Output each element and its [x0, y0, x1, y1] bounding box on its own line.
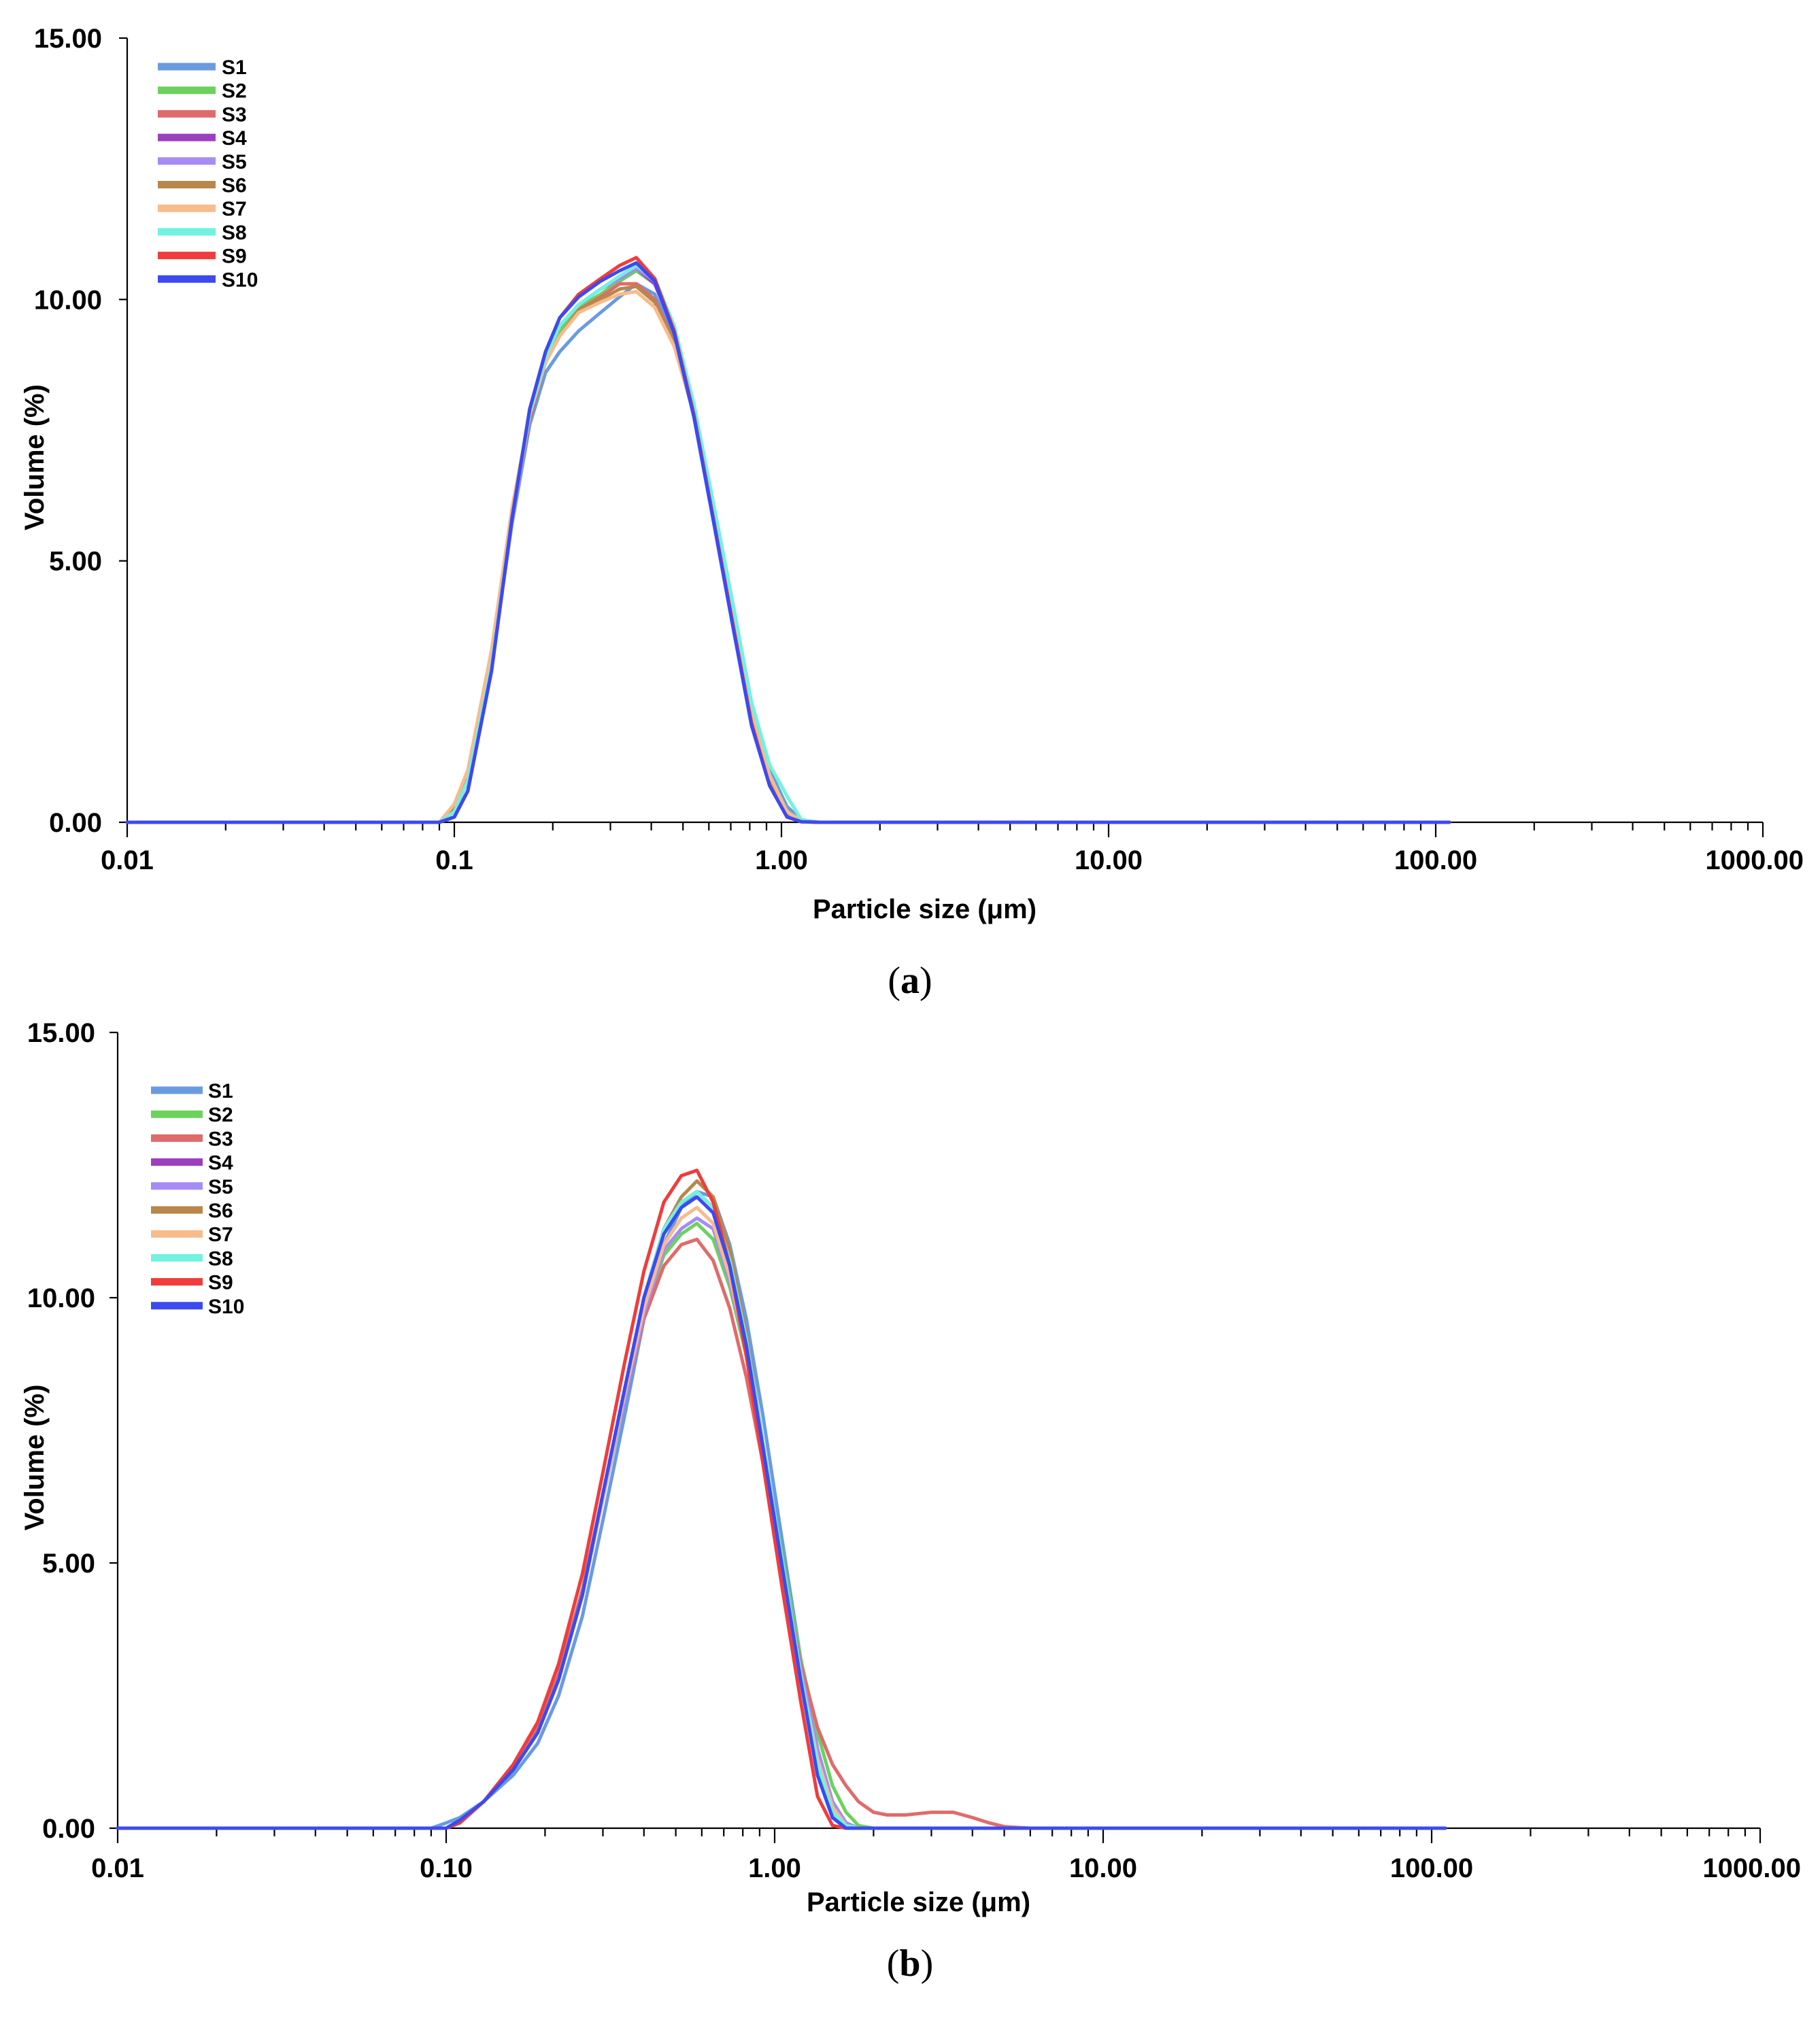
x-tick-label: 0.10 — [420, 1853, 473, 1883]
legend-label: S6 — [222, 175, 247, 197]
y-tick-label: 10.00 — [34, 285, 102, 315]
legend-label: S2 — [208, 1104, 233, 1126]
x-tick-label: 1000.00 — [1702, 1853, 1801, 1883]
y-tick-label: 0.00 — [42, 1814, 95, 1844]
x-tick-label: 1.00 — [748, 1853, 801, 1883]
legend-label: S4 — [208, 1152, 233, 1175]
y-tick-label: 10.00 — [27, 1283, 95, 1313]
legend-label: S1 — [208, 1080, 233, 1102]
legend-label: S10 — [222, 269, 258, 291]
y-tick-label: 5.00 — [42, 1549, 95, 1579]
legend-label: S9 — [222, 246, 247, 268]
legend-label: S9 — [208, 1272, 233, 1294]
legend-label: S6 — [208, 1200, 233, 1222]
y-axis-title: Volume (%) — [20, 384, 50, 531]
legend-label: S5 — [208, 1176, 233, 1198]
chart-panel-a: 0.00 5.00 10.00 15.00 0.01 0.1 1.00 10.00 100.00… — [20, 24, 1804, 1002]
x-tick-label: 10.00 — [1069, 1853, 1137, 1883]
y-tick-label: 15.00 — [27, 1018, 95, 1048]
x-tick-label: 0.01 — [91, 1853, 144, 1883]
x-tick-label: 1000.00 — [1705, 845, 1804, 875]
legend-label: S7 — [222, 198, 247, 220]
y-axis-title: Volume (%) — [20, 1385, 50, 1531]
legend-label: S5 — [222, 151, 247, 173]
x-tick-label: 100.00 — [1390, 1853, 1473, 1883]
y-tick-label: 0.00 — [49, 808, 102, 838]
series-line-s7 — [125, 290, 1451, 824]
series-line-s10 — [116, 1195, 1447, 1830]
legend-label: S10 — [208, 1296, 244, 1318]
chart-panel-b: 0.00 5.00 10.00 15.00 0.01 0.10 1.00 10.00 100.0… — [20, 1018, 1801, 1985]
legend-label: S3 — [222, 103, 247, 126]
x-tick-label: 10.00 — [1075, 845, 1143, 875]
legend-label: S1 — [222, 56, 247, 79]
legend-label: S2 — [222, 80, 247, 103]
x-tick-label: 0.1 — [435, 845, 473, 875]
legend-label: S8 — [208, 1247, 233, 1270]
legend-label: S8 — [222, 222, 247, 244]
y-tick-label: 5.00 — [49, 547, 102, 577]
x-axis-title: Particle size (μm) — [813, 894, 1037, 924]
legend-label: S4 — [222, 127, 247, 150]
legend-label: S7 — [208, 1224, 233, 1246]
x-axis-title: Particle size (μm) — [807, 1887, 1030, 1917]
x-tick-label: 1.00 — [755, 845, 808, 875]
panel-label: (b) — [887, 1942, 933, 1985]
legend-label: S3 — [208, 1128, 233, 1150]
panel-label: (a) — [888, 960, 932, 1002]
y-tick-label: 15.00 — [34, 24, 102, 54]
panel-letter: b — [899, 1942, 920, 1985]
panel-letter: a — [900, 960, 920, 1002]
series-line-s10 — [125, 261, 1451, 824]
x-tick-label: 100.00 — [1394, 845, 1477, 875]
x-tick-label: 0.01 — [101, 845, 154, 875]
